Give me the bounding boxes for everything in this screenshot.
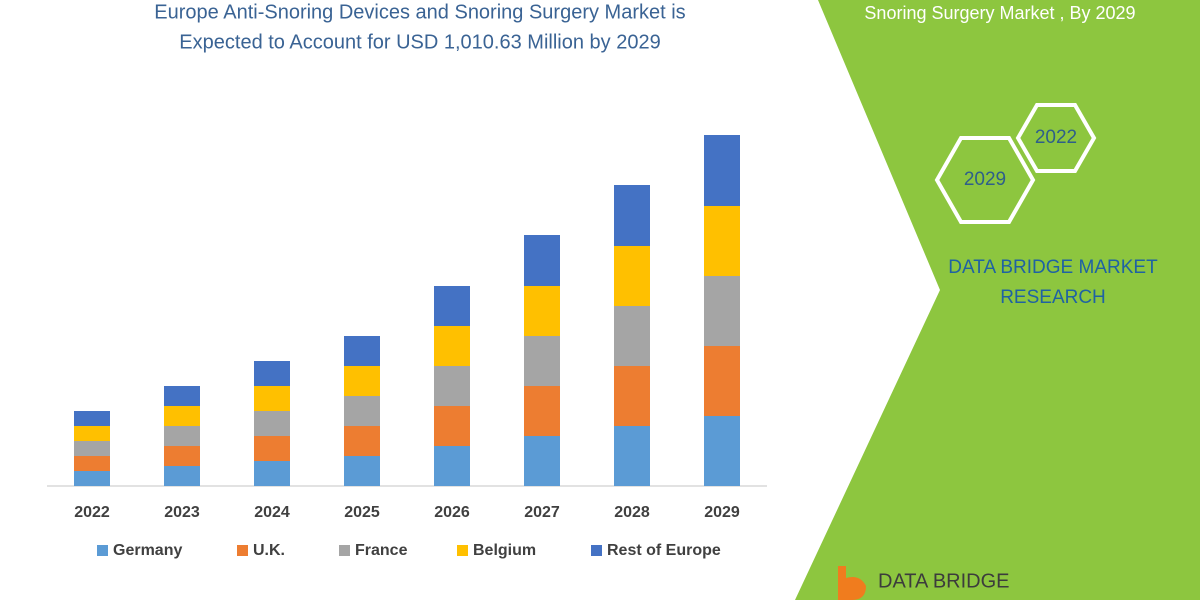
bar-segment <box>704 346 740 416</box>
x-tick-label: 2025 <box>344 504 380 521</box>
bar-segment <box>524 286 560 336</box>
bar-segment <box>74 411 110 426</box>
legend-label: France <box>355 542 408 559</box>
bar-segment <box>74 426 110 441</box>
hexagon <box>934 136 1036 224</box>
x-tick-label: 2022 <box>74 504 110 521</box>
hexagon <box>1015 103 1097 173</box>
bar-segment <box>254 361 290 386</box>
legend-label: Rest of Europe <box>607 542 721 559</box>
bar-segment <box>254 386 290 411</box>
bar-segment <box>344 456 380 486</box>
bar-segment <box>614 366 650 426</box>
bar-segment <box>524 436 560 486</box>
bar-segment <box>164 446 200 466</box>
x-tick-label: 2024 <box>254 504 290 521</box>
x-tick-label: 2023 <box>164 504 200 521</box>
bar-segment <box>614 306 650 366</box>
x-tick-label: 2029 <box>704 504 740 521</box>
bar-segment <box>434 366 470 406</box>
bar-segment <box>164 426 200 446</box>
bar-segment <box>74 456 110 471</box>
chart-title: Expected to Account for USD 1,010.63 Mil… <box>179 31 660 53</box>
bar-segment <box>704 416 740 486</box>
bar-segment <box>434 286 470 326</box>
brand-text: RESEARCH <box>1000 287 1106 308</box>
bar-segment <box>524 386 560 436</box>
bar-segment <box>254 461 290 486</box>
legend-swatch <box>457 545 468 556</box>
bar-segment <box>74 441 110 456</box>
x-tick-label: 2026 <box>434 504 470 521</box>
bar-segment <box>524 336 560 386</box>
bar-segment <box>704 206 740 276</box>
bar-segment <box>434 326 470 366</box>
bar-segment <box>164 466 200 486</box>
legend-label: U.K. <box>253 542 285 559</box>
bar-segment <box>434 406 470 446</box>
bar-segment <box>704 276 740 346</box>
bar-segment <box>344 396 380 426</box>
legend-swatch <box>97 545 108 556</box>
chart-title: Europe Anti-Snoring Devices and Snoring … <box>154 1 685 23</box>
bar-segment <box>254 436 290 461</box>
bar-segment <box>344 426 380 456</box>
bar-segment <box>164 386 200 406</box>
panel-heading: Snoring Surgery Market , By 2029 <box>864 3 1135 23</box>
bar-segment <box>614 246 650 306</box>
logo-text: DATA BRIDGE <box>878 570 1010 592</box>
hexagon-label: 2022 <box>1035 127 1077 148</box>
bar-segment <box>164 406 200 426</box>
bar-segment <box>434 446 470 486</box>
bar-segment <box>614 426 650 486</box>
legend-label: Belgium <box>473 542 536 559</box>
x-tick-label: 2027 <box>524 504 560 521</box>
bar-segment <box>344 366 380 396</box>
bar-segment <box>344 336 380 366</box>
legend-label: Germany <box>113 542 182 559</box>
bar-segment <box>704 135 740 206</box>
legend-swatch <box>339 545 350 556</box>
x-tick-label: 2028 <box>614 504 650 521</box>
brand-text: DATA BRIDGE MARKET <box>948 257 1158 278</box>
bar-segment <box>74 471 110 486</box>
legend-swatch <box>591 545 602 556</box>
bar-segment <box>524 235 560 286</box>
green-panel <box>795 0 1200 600</box>
bar-segment <box>614 185 650 246</box>
hexagon-label: 2029 <box>964 169 1006 190</box>
bar-segment <box>254 411 290 436</box>
logo-icon <box>838 566 866 600</box>
legend-swatch <box>237 545 248 556</box>
